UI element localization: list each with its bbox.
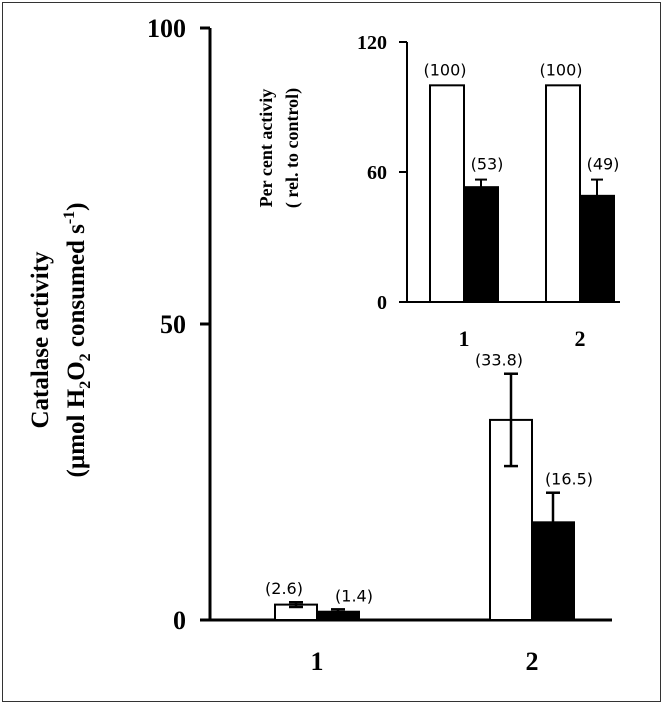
bar bbox=[463, 186, 499, 304]
main-bars: (2.6) (1.4) (33.8) (16.5) bbox=[265, 351, 593, 622]
data-label: (100) bbox=[423, 60, 466, 79]
y-tick-label: 50 bbox=[160, 310, 186, 339]
y-tick-label: 0 bbox=[377, 292, 387, 314]
main-y-label-line2: (µmol H2O2 consumed s-1) bbox=[61, 203, 94, 478]
data-label: (1.4) bbox=[335, 586, 373, 605]
x-tick-label: 2 bbox=[575, 326, 586, 351]
bar bbox=[579, 194, 615, 303]
data-label: (16.5) bbox=[545, 470, 593, 489]
inset-bars: (100) (53) (100) (49) bbox=[423, 60, 620, 304]
main-y-label-line1: Catalase activity bbox=[27, 251, 54, 429]
y-tick-label: 0 bbox=[173, 606, 186, 635]
y-label-part: O bbox=[63, 361, 90, 380]
inset-y-label-line1: Per cent activiy bbox=[256, 89, 276, 208]
y-tick-label: 60 bbox=[367, 162, 387, 184]
bar bbox=[429, 84, 465, 304]
x-tick-label: 2 bbox=[526, 647, 539, 676]
data-label: (2.6) bbox=[265, 579, 303, 598]
y-tick-label: 100 bbox=[147, 14, 186, 43]
main-y-ticks: 0 50 100 bbox=[147, 14, 210, 635]
data-label: (33.8) bbox=[475, 351, 523, 370]
x-tick-label: 1 bbox=[459, 326, 470, 351]
data-label: (100) bbox=[539, 60, 582, 79]
main-y-label: Catalase activity (µmol H2O2 consumed s-… bbox=[27, 203, 94, 478]
y-label-part: consumed s bbox=[63, 224, 90, 353]
inset-y-label: Per cent activiy ( rel. to control) bbox=[256, 88, 303, 208]
y-label-part: -1 bbox=[61, 211, 78, 224]
bar bbox=[545, 84, 581, 304]
y-label-part: 2 bbox=[77, 353, 94, 361]
data-label: (53) bbox=[471, 155, 504, 174]
inset-y-label-line2: ( rel. to control) bbox=[282, 88, 303, 208]
data-label: (49) bbox=[587, 155, 620, 174]
y-tick-label: 120 bbox=[357, 32, 387, 54]
y-label-part: 2 bbox=[77, 381, 94, 389]
x-tick-label: 1 bbox=[311, 647, 324, 676]
y-label-part: ) bbox=[63, 203, 90, 211]
inset-y-ticks: 0 60 120 bbox=[357, 32, 407, 314]
y-label-part: (µmol H bbox=[63, 388, 90, 477]
